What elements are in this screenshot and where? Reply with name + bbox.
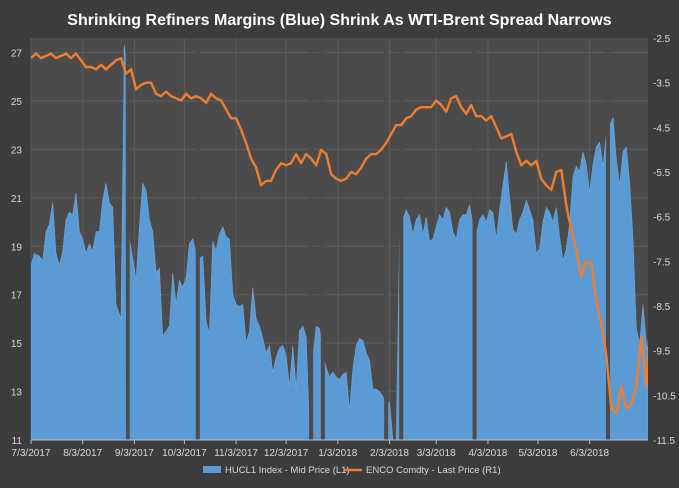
y-right-tick-label: -6.5 bbox=[653, 213, 671, 224]
axis-layer: 11 13 15 17 19 21 23 25 27 -2.5 -3.5 -4.5 -5.5 -6.5 -7… bbox=[11, 34, 676, 459]
y-right-tick-label: -8.5 bbox=[653, 302, 671, 313]
y-left-tick-label: 21 bbox=[11, 194, 23, 205]
x-tick-label: 8/3/2017 bbox=[63, 448, 102, 459]
x-tick-label: 9/3/2017 bbox=[115, 448, 154, 459]
x-tick-label: 7/3/2017 bbox=[12, 448, 51, 459]
legend-label-huc: HUCL1 Index - Mid Price (L1) bbox=[225, 465, 350, 476]
chart-title: Shrinking Refiners Margins (Blue) Shrink… bbox=[67, 12, 611, 29]
series-enco-line bbox=[31, 52, 648, 415]
legend: HUCL1 Index - Mid Price (L1) ENCO Comdty… bbox=[203, 465, 501, 476]
y-left-tick-label: 19 bbox=[11, 242, 23, 253]
series-huc-dip bbox=[320, 38, 325, 440]
y-right-tick-label: -7.5 bbox=[653, 257, 671, 268]
x-tick-label: 3/3/2018 bbox=[417, 448, 456, 459]
x-tick-label: 6/3/2018 bbox=[570, 448, 609, 459]
line-layer bbox=[31, 52, 648, 415]
y-right-tick-label: -11.5 bbox=[653, 436, 675, 447]
series-huc-dip bbox=[472, 38, 477, 440]
x-tick-label: 4/3/2018 bbox=[468, 448, 507, 459]
series-huc-dip bbox=[399, 38, 404, 440]
y-right-tick-label: -10.5 bbox=[653, 391, 676, 402]
y-left-tick-label: 27 bbox=[11, 49, 23, 60]
series-huc-dip bbox=[605, 38, 610, 440]
series-huc-dip bbox=[309, 38, 314, 440]
x-tick-label: 1/3/2018 bbox=[318, 448, 357, 459]
x-tick-label: 2/3/2018 bbox=[370, 448, 409, 459]
y-left-tick-label: 13 bbox=[11, 388, 23, 399]
y-right-tick-label: -2.5 bbox=[653, 34, 671, 45]
series-huc-area bbox=[31, 45, 648, 440]
series-huc-spike bbox=[123, 45, 127, 440]
y-right-tick-label: -5.5 bbox=[653, 168, 671, 179]
area-layer bbox=[31, 38, 648, 440]
y-left-tick-label: 23 bbox=[11, 145, 23, 156]
y-right-tick-label: -3.5 bbox=[653, 79, 671, 90]
series-huc-dip bbox=[384, 38, 389, 440]
x-tick-label: 11/3/2017 bbox=[214, 448, 258, 459]
series-huc-dip bbox=[195, 38, 200, 440]
legend-label-enco: ENCO Comdty - Last Price (R1) bbox=[366, 465, 501, 476]
y-right-tick-label: -4.5 bbox=[653, 123, 671, 134]
legend-swatch-huc bbox=[203, 466, 221, 473]
y-left-tick-label: 25 bbox=[11, 97, 23, 108]
y-left-tick-label: 17 bbox=[11, 291, 23, 302]
x-tick-label: 12/3/2017 bbox=[264, 448, 309, 459]
y-right-tick-label: -9.5 bbox=[653, 347, 671, 358]
y-left-tick-label: 15 bbox=[11, 339, 23, 350]
series-huc-dip bbox=[125, 38, 130, 440]
x-tick-label: 5/3/2018 bbox=[518, 448, 557, 459]
x-tick-label: 10/3/2017 bbox=[162, 448, 207, 459]
y-left-tick-label: 11 bbox=[12, 436, 23, 447]
